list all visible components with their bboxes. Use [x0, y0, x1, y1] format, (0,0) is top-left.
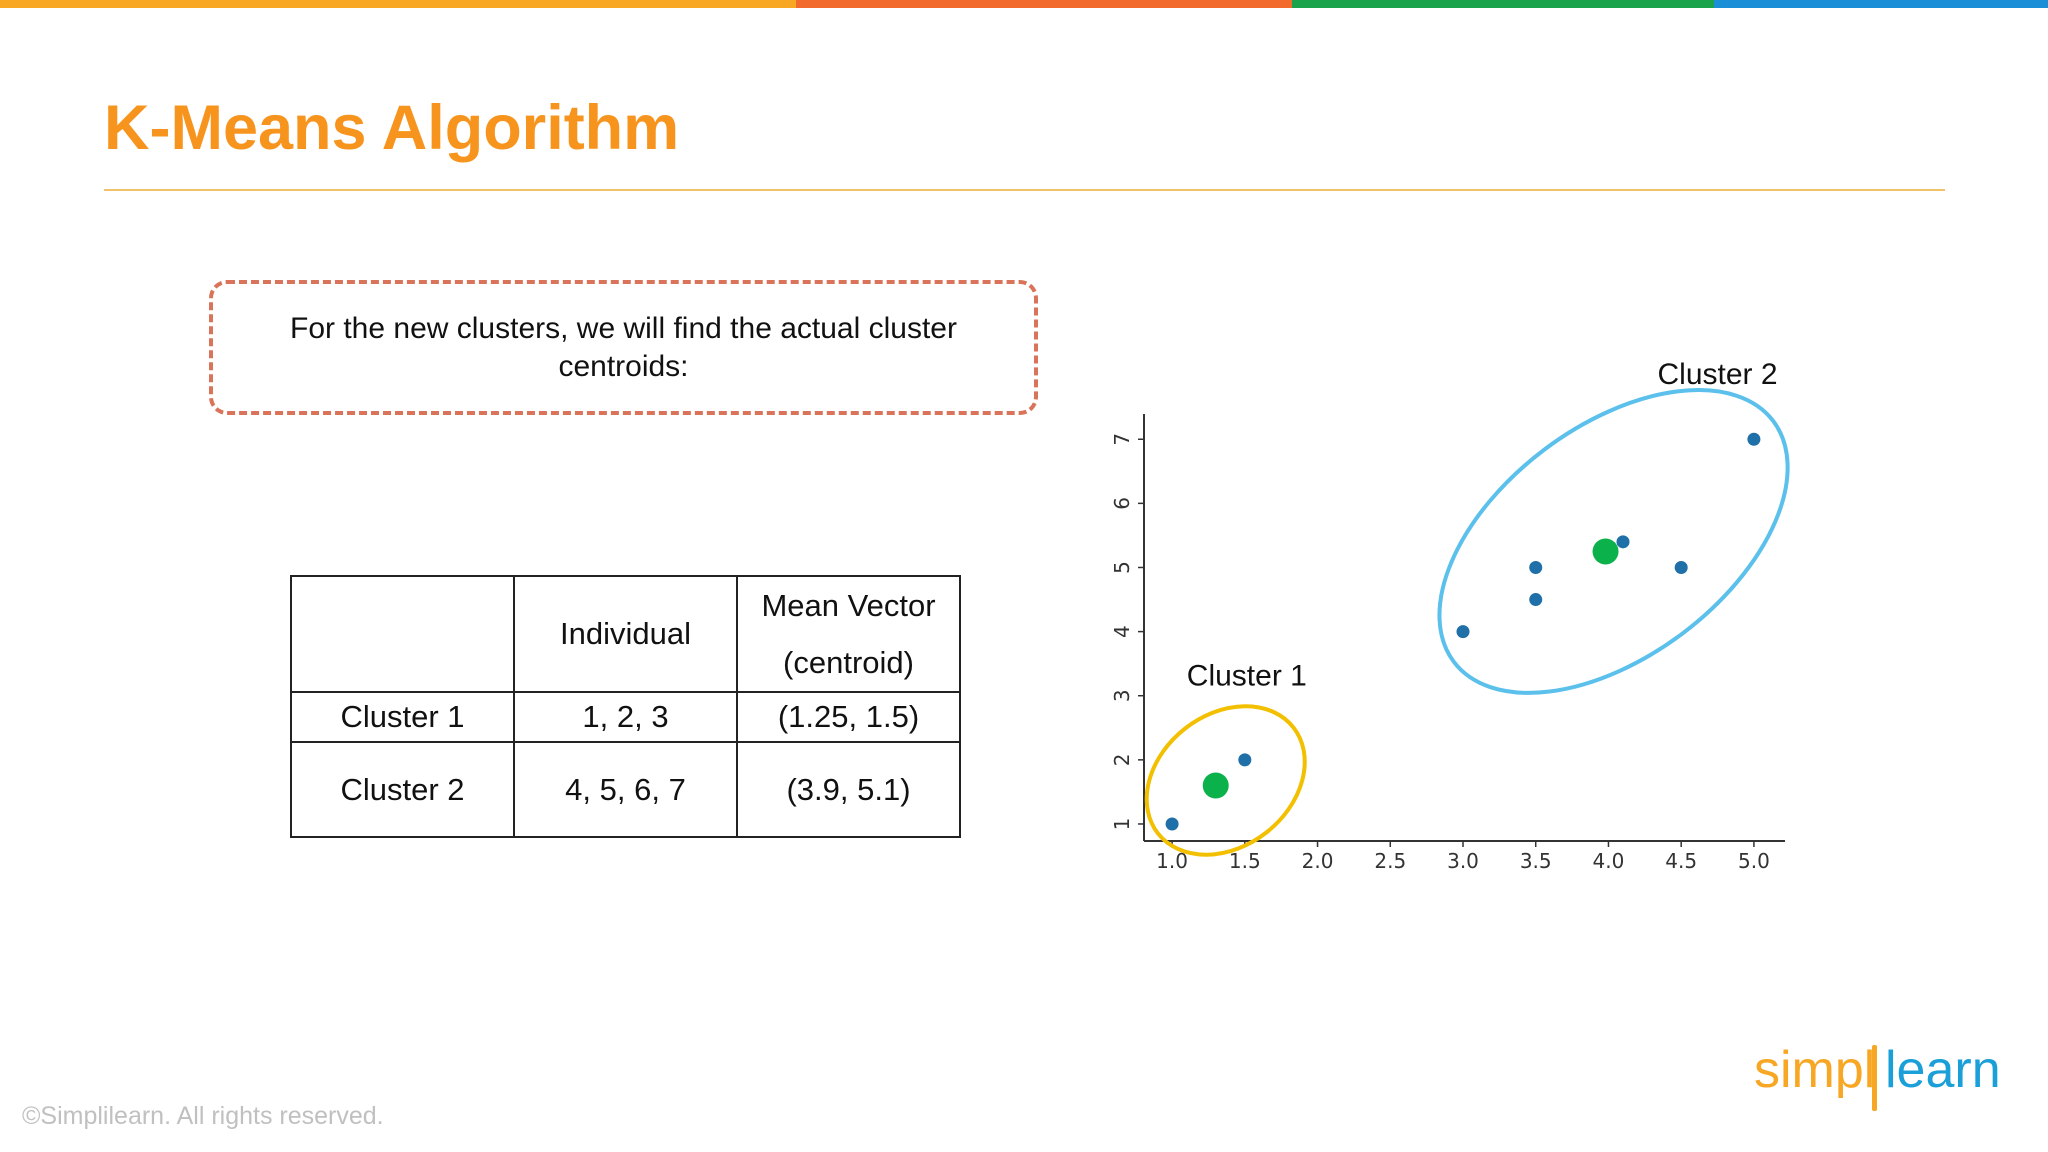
top-bar-segment-red [796, 0, 1292, 8]
data-points [1165, 432, 1761, 831]
centroid-points [1202, 538, 1619, 799]
y-tick-label: 3 [1110, 689, 1134, 702]
logo-part-learn: learn [1885, 1041, 2001, 1099]
y-tick-label: 5 [1110, 561, 1134, 574]
table-header-row: Individual Mean Vector (centroid) [290, 575, 961, 693]
data-point [1238, 753, 1252, 767]
table-header-empty [290, 575, 515, 693]
data-point [1674, 560, 1688, 574]
centroid-table: Individual Mean Vector (centroid) Cluste… [290, 575, 961, 838]
cluster-2-ellipse [1437, 388, 1790, 695]
y-tick-label: 6 [1110, 497, 1134, 510]
table-header-individual: Individual [513, 575, 738, 693]
table-header-mean-vector: Mean Vector (centroid) [736, 575, 961, 693]
x-tick-label: 3.0 [1447, 849, 1479, 873]
slide-title: K-Means Algorithm [104, 93, 680, 163]
table-cell-cluster: Cluster 2 [290, 741, 515, 838]
top-bar-segment-green [1292, 0, 1714, 8]
callout-text: For the new clusters, we will find the a… [290, 311, 957, 383]
x-tick-label: 3.5 [1520, 849, 1552, 873]
copyright-notice: ©Simplilearn. All rights reserved. [22, 1102, 384, 1130]
table-cell-individuals: 1, 2, 3 [513, 691, 738, 743]
logo-part-simpl: simpl [1754, 1041, 1876, 1099]
x-tick-label: 2.5 [1374, 849, 1406, 873]
table-cell-centroid: (1.25, 1.5) [736, 691, 961, 743]
data-point [1165, 817, 1179, 831]
top-color-bar [0, 0, 2048, 8]
top-bar-segment-blue [1714, 0, 2048, 8]
data-point [1616, 535, 1630, 549]
table-cell-cluster: Cluster 1 [290, 691, 515, 743]
cluster-labels: Cluster 1 Cluster 2 [1187, 358, 1778, 692]
y-tick-label: 1 [1110, 818, 1134, 831]
logo-divider [1872, 1045, 1877, 1111]
table-row: Cluster 1 1, 2, 3 (1.25, 1.5) [290, 691, 961, 743]
data-point [1529, 593, 1543, 607]
x-tick-label: 5.0 [1738, 849, 1770, 873]
y-tick-label: 7 [1110, 433, 1134, 446]
cluster-2-label: Cluster 2 [1658, 358, 1778, 391]
table-header-mean-vector-line1: Mean Vector [761, 588, 936, 623]
x-tick-label: 1.5 [1229, 849, 1261, 873]
simplilearn-logo: simpl learn [1754, 1035, 2001, 1111]
x-tick-label: 4.5 [1665, 849, 1697, 873]
title-divider [104, 189, 1945, 191]
table-cell-individuals: 4, 5, 6, 7 [513, 741, 738, 838]
x-tick-label: 2.0 [1302, 849, 1334, 873]
data-point [1456, 625, 1470, 639]
data-point [1529, 560, 1543, 574]
y-tick-label: 2 [1110, 753, 1134, 766]
centroid-point [1592, 538, 1619, 565]
top-bar-segment-orange [0, 0, 796, 8]
data-point [1747, 432, 1761, 446]
cluster-1-label: Cluster 1 [1187, 660, 1307, 693]
callout-box: For the new clusters, we will find the a… [209, 280, 1038, 415]
table-row: Cluster 2 4, 5, 6, 7 (3.9, 5.1) [290, 741, 961, 838]
x-tick-label: 4.0 [1593, 849, 1625, 873]
table-header-mean-vector-line2: (centroid) [783, 645, 914, 680]
centroid-point [1202, 772, 1229, 799]
cluster-ellipses [1144, 388, 1790, 857]
y-tick-label: 4 [1110, 625, 1134, 638]
table-cell-centroid: (3.9, 5.1) [736, 741, 961, 838]
cluster-1-ellipse [1144, 704, 1307, 857]
